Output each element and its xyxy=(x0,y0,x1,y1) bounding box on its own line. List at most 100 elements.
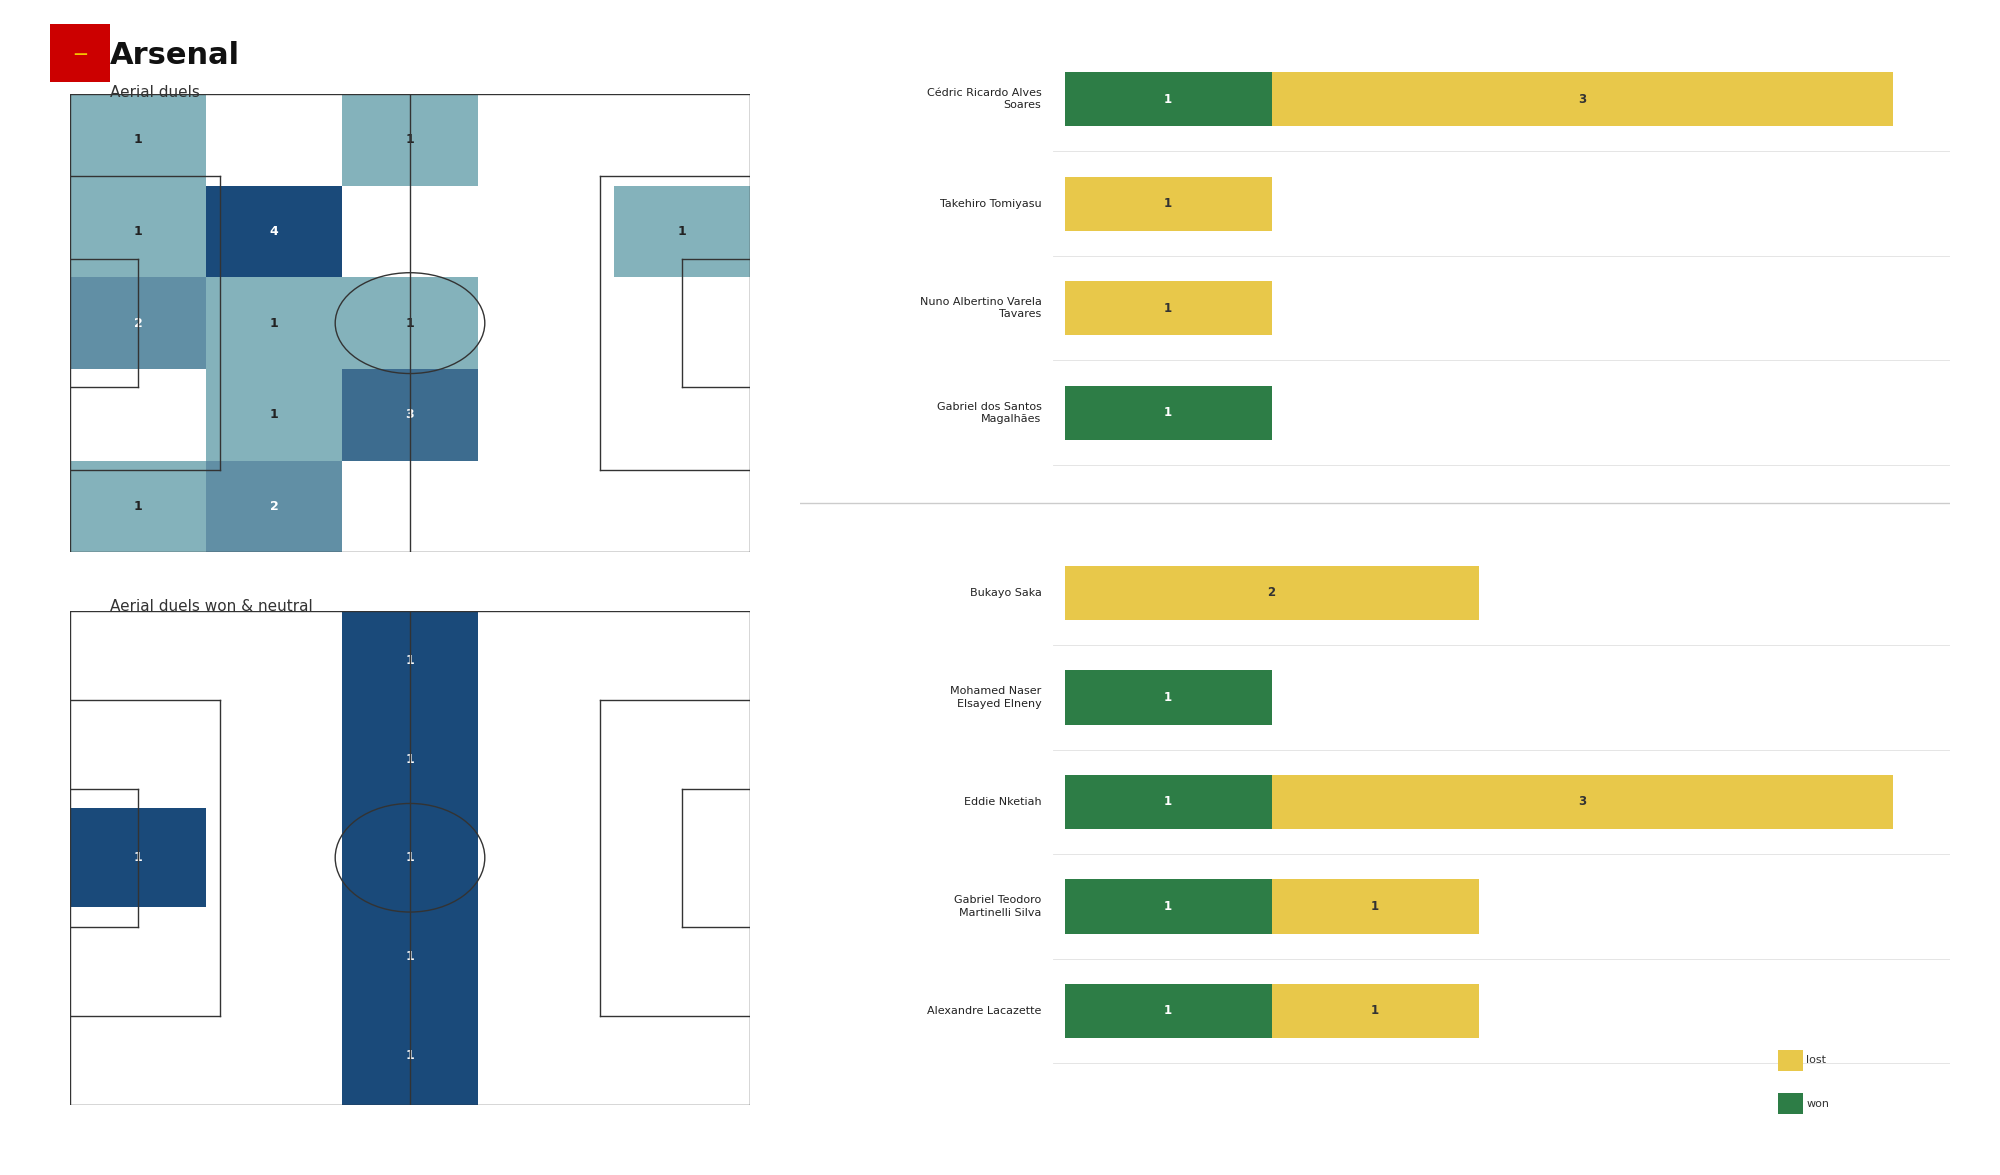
Text: Takehiro Tomiyasu: Takehiro Tomiyasu xyxy=(940,199,1042,209)
Text: Aerial duels: Aerial duels xyxy=(110,85,200,100)
Bar xyxy=(614,808,750,907)
Text: 2: 2 xyxy=(270,499,278,513)
Bar xyxy=(614,1006,750,1104)
Bar xyxy=(1064,670,1272,725)
Bar xyxy=(1064,176,1272,231)
Text: 4: 4 xyxy=(270,224,278,239)
Text: 1: 1 xyxy=(406,1048,414,1062)
Bar xyxy=(70,369,206,461)
Bar xyxy=(614,277,750,369)
Bar xyxy=(206,277,342,369)
Text: 2: 2 xyxy=(1268,586,1276,599)
Bar xyxy=(206,808,342,907)
Text: 1: 1 xyxy=(406,752,414,766)
Bar xyxy=(478,611,614,710)
Bar xyxy=(1064,774,1272,830)
Bar xyxy=(206,611,342,710)
Bar xyxy=(614,710,750,808)
Text: 3: 3 xyxy=(1578,795,1586,808)
Text: 2: 2 xyxy=(134,316,142,330)
Bar xyxy=(478,808,614,907)
Text: 1: 1 xyxy=(270,408,278,422)
Bar xyxy=(1064,983,1272,1038)
Text: 1: 1 xyxy=(1164,900,1172,913)
Bar xyxy=(206,461,342,552)
Text: 1: 1 xyxy=(1370,1005,1380,1018)
Bar xyxy=(70,1006,206,1104)
Bar xyxy=(1778,1049,1804,1072)
Text: 1: 1 xyxy=(406,949,414,964)
Bar xyxy=(614,611,750,710)
Bar xyxy=(342,369,478,461)
Bar xyxy=(1064,565,1478,620)
Bar xyxy=(70,611,206,710)
Bar xyxy=(614,186,750,277)
Bar xyxy=(70,94,206,186)
Bar xyxy=(1064,385,1272,439)
Bar xyxy=(1272,774,1892,830)
Text: —: — xyxy=(74,47,86,61)
Bar xyxy=(1064,879,1272,934)
Text: Alexandre Lacazette: Alexandre Lacazette xyxy=(928,1006,1042,1016)
Bar xyxy=(478,186,614,277)
Bar xyxy=(70,186,206,277)
Text: Gabriel Teodoro
Martinelli Silva: Gabriel Teodoro Martinelli Silva xyxy=(954,895,1042,918)
Bar xyxy=(478,710,614,808)
Text: won: won xyxy=(1806,1099,1830,1109)
Text: Arsenal: Arsenal xyxy=(110,41,240,70)
Text: 1: 1 xyxy=(1164,93,1172,106)
Bar xyxy=(342,611,478,710)
Bar xyxy=(206,1006,342,1104)
Text: 1: 1 xyxy=(134,499,142,513)
Bar xyxy=(70,461,206,552)
Text: 1: 1 xyxy=(1164,691,1172,704)
Text: 1: 1 xyxy=(134,851,142,865)
Bar xyxy=(70,808,206,907)
Text: 3: 3 xyxy=(406,408,414,422)
Bar xyxy=(70,907,206,1006)
Bar xyxy=(478,461,614,552)
Text: 3: 3 xyxy=(1578,93,1586,106)
Text: 1: 1 xyxy=(406,851,414,865)
Text: Eddie Nketiah: Eddie Nketiah xyxy=(964,797,1042,807)
Bar xyxy=(342,907,478,1006)
Bar xyxy=(614,907,750,1006)
Bar xyxy=(478,277,614,369)
Bar xyxy=(342,808,478,907)
Bar xyxy=(342,186,478,277)
Text: 1: 1 xyxy=(406,133,414,147)
Text: 1: 1 xyxy=(1164,407,1172,419)
Text: 1: 1 xyxy=(1164,302,1172,315)
Text: 1: 1 xyxy=(1370,900,1380,913)
Bar xyxy=(206,710,342,808)
Text: Aerial duels won & neutral: Aerial duels won & neutral xyxy=(110,599,312,615)
Text: 1: 1 xyxy=(1164,795,1172,808)
Bar xyxy=(614,461,750,552)
Bar xyxy=(342,94,478,186)
Bar xyxy=(70,710,206,808)
Bar xyxy=(206,369,342,461)
Bar xyxy=(1272,983,1478,1038)
Text: 1: 1 xyxy=(1164,197,1172,210)
Bar xyxy=(614,369,750,461)
Bar xyxy=(342,461,478,552)
Bar xyxy=(1064,72,1272,127)
FancyBboxPatch shape xyxy=(48,21,112,85)
Text: 1: 1 xyxy=(134,133,142,147)
Text: 1: 1 xyxy=(270,316,278,330)
Bar xyxy=(342,1006,478,1104)
Bar xyxy=(478,907,614,1006)
Bar xyxy=(342,277,478,369)
Bar xyxy=(478,369,614,461)
Bar xyxy=(1064,281,1272,335)
Text: lost: lost xyxy=(1806,1055,1826,1066)
Text: 1: 1 xyxy=(1164,1005,1172,1018)
Bar xyxy=(1778,1093,1804,1114)
Text: Cédric Ricardo Alves
Soares: Cédric Ricardo Alves Soares xyxy=(926,88,1042,110)
Text: Mohamed Naser
Elsayed Elneny: Mohamed Naser Elsayed Elneny xyxy=(950,686,1042,709)
Bar xyxy=(206,186,342,277)
Bar xyxy=(1272,879,1478,934)
Bar xyxy=(206,94,342,186)
Bar xyxy=(70,277,206,369)
Bar xyxy=(206,907,342,1006)
